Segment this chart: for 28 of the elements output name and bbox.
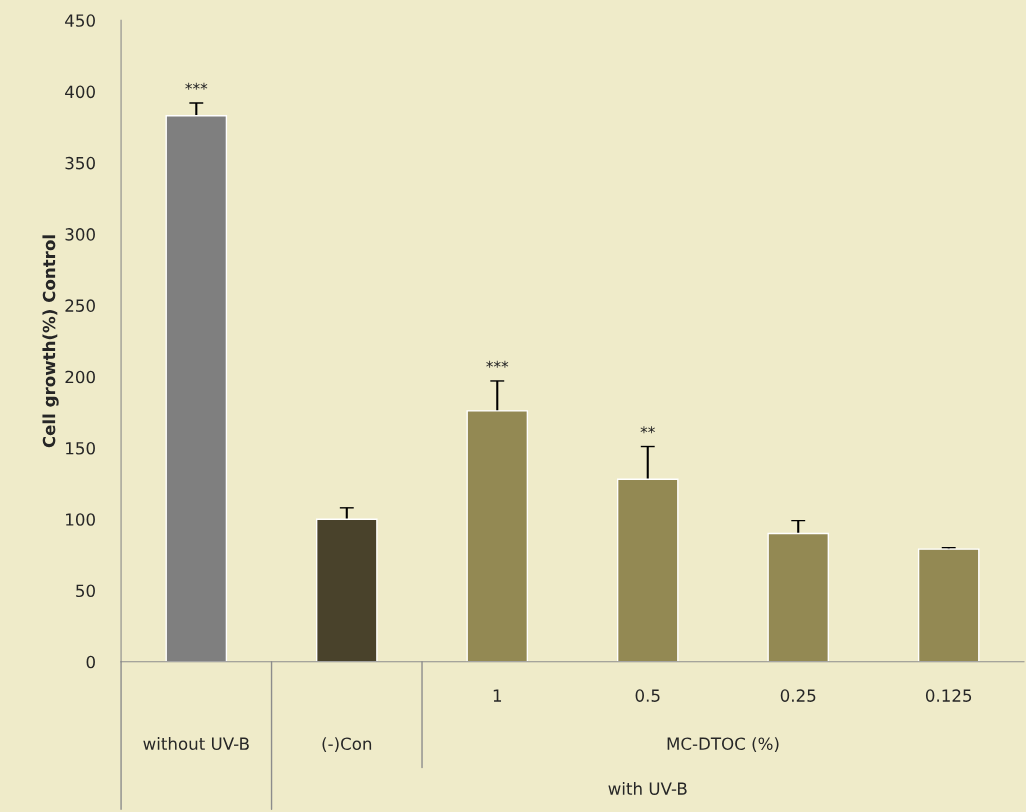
y-axis-title: Cell growth(%) Control xyxy=(42,235,59,448)
y-tick-label: 400 xyxy=(65,85,95,99)
bar xyxy=(616,478,679,662)
y-tick-label: 50 xyxy=(76,584,95,598)
y-tick-label: 100 xyxy=(66,513,95,526)
x-tick-label: 0.125 xyxy=(925,689,972,702)
bar xyxy=(767,532,830,662)
x-tick-label: 0.25 xyxy=(780,689,816,702)
bar xyxy=(315,518,378,662)
y-tick-label: 250 xyxy=(65,299,95,312)
x-tick-label: 1 xyxy=(493,689,502,702)
text: MC-DTOC (%) xyxy=(667,737,779,752)
x-tick-label: (-)Con xyxy=(322,737,372,752)
y-tick-label: 300 xyxy=(65,228,95,241)
bar xyxy=(165,115,228,662)
bar xyxy=(466,410,529,662)
annotation: ** xyxy=(640,426,655,434)
bar xyxy=(917,548,980,662)
y-tick-label: 0 xyxy=(86,655,95,669)
y-tick-label: 200 xyxy=(65,370,95,384)
annotation: *** xyxy=(486,360,509,368)
x-tick-label: without UV-B xyxy=(143,737,249,751)
y-tick-label: 150 xyxy=(66,441,95,455)
text: with UV-B xyxy=(608,782,687,795)
x-tick-label: 0.5 xyxy=(635,689,660,702)
y-tick-label: 450 xyxy=(65,14,95,27)
y-tick-label: 350 xyxy=(65,156,95,170)
annotation: *** xyxy=(185,82,208,90)
